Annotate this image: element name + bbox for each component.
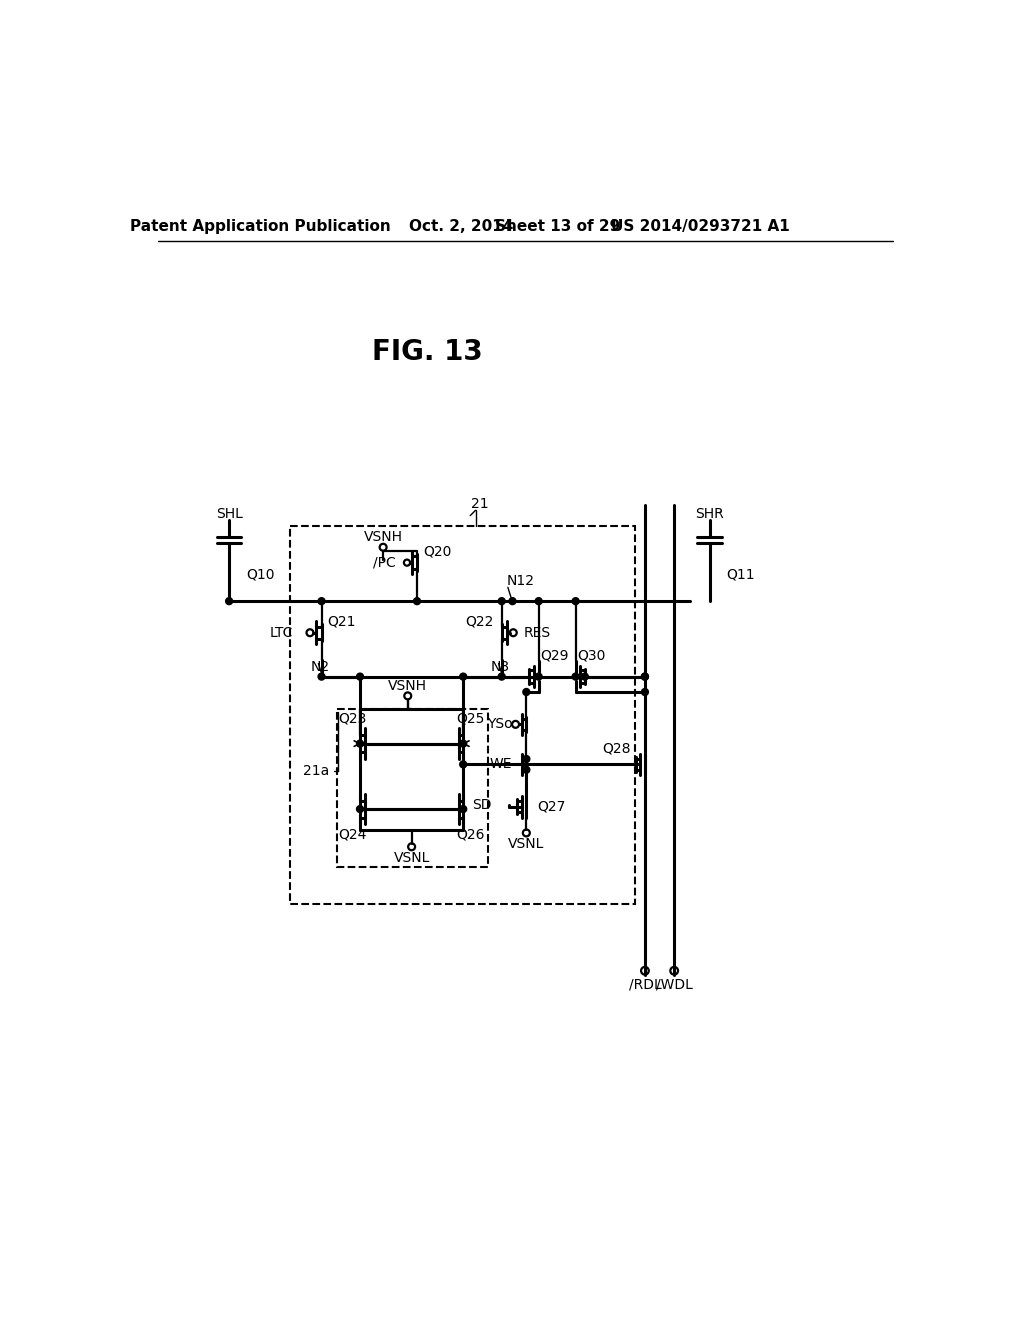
Circle shape (356, 673, 364, 680)
Text: SHL: SHL (216, 507, 243, 521)
Text: Q30: Q30 (578, 648, 605, 663)
Circle shape (318, 598, 325, 605)
Circle shape (641, 673, 648, 680)
Bar (337, 709, 487, 867)
Text: 21a: 21a (303, 763, 330, 777)
Text: /RDL: /RDL (629, 978, 662, 991)
Text: Q23: Q23 (338, 711, 367, 725)
Text: Q22: Q22 (465, 614, 494, 628)
Text: SHR: SHR (695, 507, 724, 521)
Text: Q25: Q25 (457, 711, 485, 725)
Circle shape (572, 673, 580, 680)
Circle shape (356, 805, 364, 813)
Text: /PC: /PC (374, 556, 396, 570)
Circle shape (460, 673, 467, 680)
Text: Q26: Q26 (457, 828, 485, 841)
Circle shape (523, 767, 529, 774)
Text: N2: N2 (310, 660, 330, 675)
Circle shape (499, 673, 505, 680)
Text: Q27: Q27 (538, 800, 565, 813)
Circle shape (318, 673, 325, 680)
Text: VSNL: VSNL (393, 850, 430, 865)
Text: 21: 21 (471, 498, 488, 511)
Text: YSo: YSo (486, 717, 512, 731)
Text: Q20: Q20 (423, 544, 452, 558)
Text: N3: N3 (490, 660, 510, 675)
Text: FIG. 13: FIG. 13 (372, 338, 482, 367)
Text: Sheet 13 of 29: Sheet 13 of 29 (496, 219, 621, 234)
Bar (290, 527, 635, 904)
Circle shape (499, 598, 505, 605)
Text: Patent Application Publication: Patent Application Publication (130, 219, 390, 234)
Text: WE: WE (489, 758, 512, 771)
Text: VSNH: VSNH (364, 531, 402, 544)
Text: VSNH: VSNH (388, 678, 427, 693)
Circle shape (414, 598, 421, 605)
Text: N12: N12 (506, 574, 535, 589)
Text: Q11: Q11 (727, 568, 755, 581)
Text: VSNL: VSNL (508, 837, 545, 850)
Circle shape (460, 805, 467, 813)
Circle shape (225, 598, 232, 605)
Circle shape (572, 598, 580, 605)
Text: Q29: Q29 (541, 648, 568, 663)
Text: /WDL: /WDL (655, 978, 692, 991)
Circle shape (582, 673, 589, 680)
Circle shape (509, 598, 516, 605)
Circle shape (460, 741, 467, 747)
Circle shape (641, 673, 648, 680)
Circle shape (356, 741, 364, 747)
Circle shape (460, 760, 467, 768)
Circle shape (523, 689, 529, 696)
Text: Oct. 2, 2014: Oct. 2, 2014 (410, 219, 514, 234)
Text: US 2014/0293721 A1: US 2014/0293721 A1 (611, 219, 790, 234)
Text: Q28: Q28 (602, 742, 631, 756)
Text: LTC: LTC (269, 626, 293, 640)
Text: RES: RES (524, 626, 551, 640)
Circle shape (523, 755, 529, 763)
Circle shape (536, 598, 542, 605)
Text: Q10: Q10 (246, 568, 274, 581)
Text: Q24: Q24 (338, 828, 367, 841)
Circle shape (641, 689, 648, 696)
Text: SD: SD (472, 799, 492, 812)
Text: Q21: Q21 (327, 614, 355, 628)
Circle shape (536, 673, 542, 680)
